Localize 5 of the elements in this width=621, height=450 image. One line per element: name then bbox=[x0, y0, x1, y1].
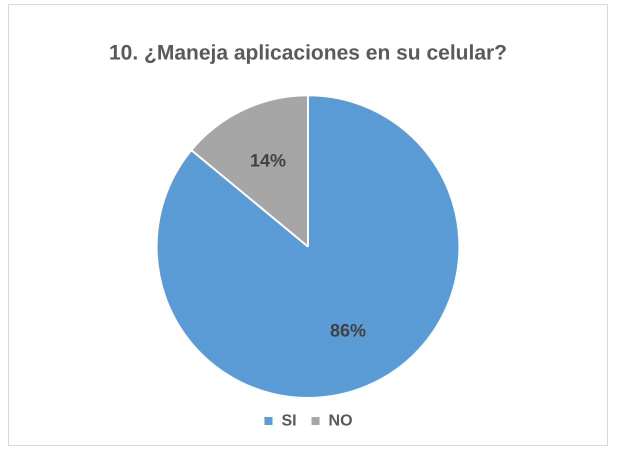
legend-label: NO bbox=[328, 412, 353, 430]
chart-title: 10. ¿Maneja aplicaciones en su celular? bbox=[109, 41, 507, 64]
data-label: 86% bbox=[330, 320, 366, 341]
data-label: 14% bbox=[250, 150, 286, 171]
legend-label: SI bbox=[281, 412, 297, 430]
